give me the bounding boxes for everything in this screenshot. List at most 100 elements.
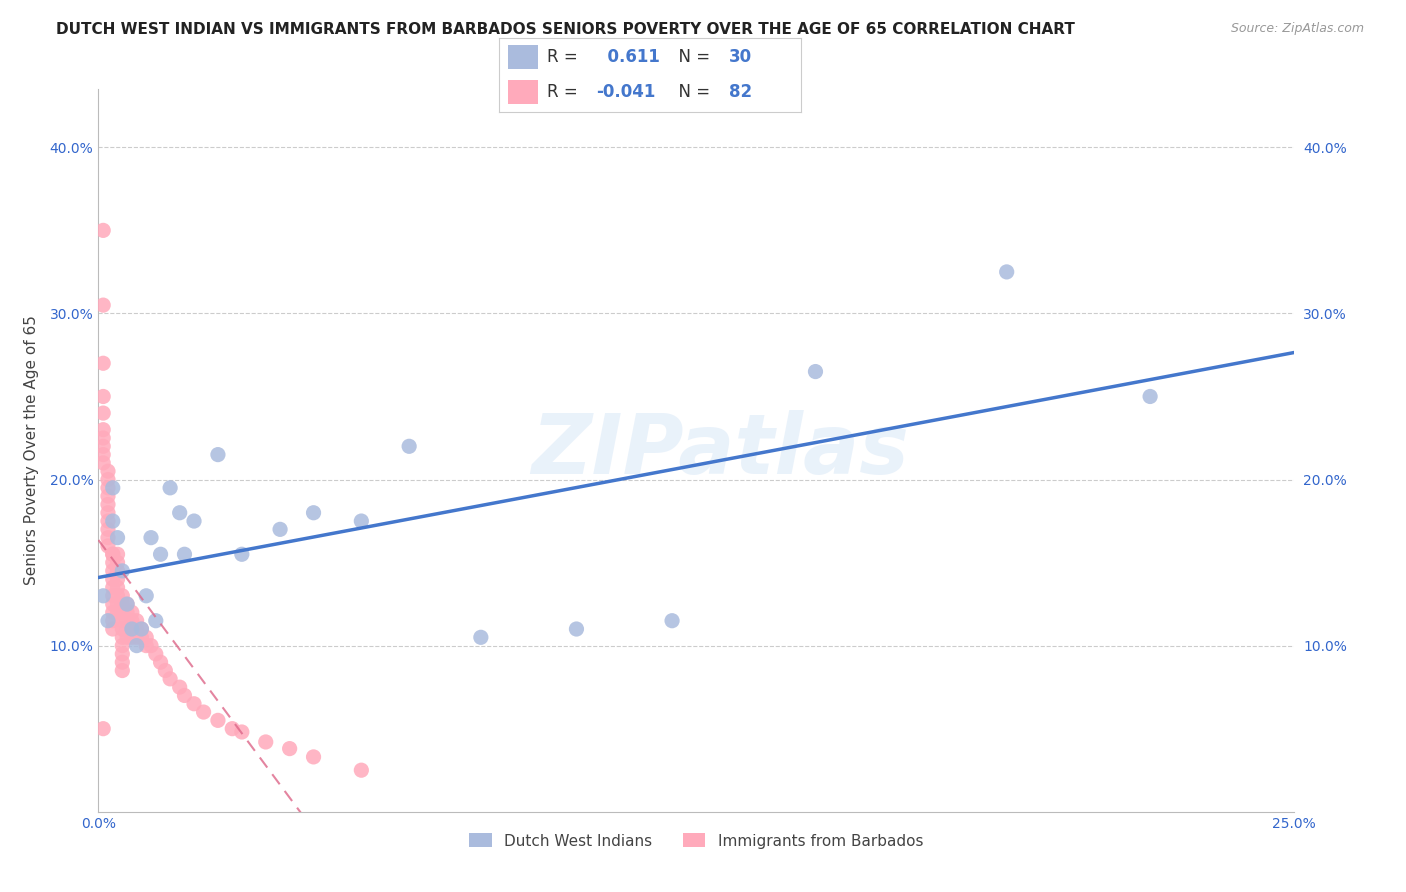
Point xyxy=(269,522,291,536)
Point xyxy=(97,506,120,520)
Text: DUTCH WEST INDIAN VS IMMIGRANTS FROM BARBADOS SENIORS POVERTY OVER THE AGE OF 65: DUTCH WEST INDIAN VS IMMIGRANTS FROM BAR… xyxy=(56,22,1076,37)
Point xyxy=(149,655,172,669)
Text: ZIPatlas: ZIPatlas xyxy=(531,410,908,491)
Point xyxy=(97,522,120,536)
Point xyxy=(139,639,162,653)
Point xyxy=(115,622,138,636)
Point xyxy=(183,697,205,711)
Point xyxy=(91,298,114,312)
Point xyxy=(121,606,143,620)
Point xyxy=(115,606,138,620)
Point xyxy=(131,630,153,644)
Point xyxy=(183,514,205,528)
Point xyxy=(115,597,138,611)
Point xyxy=(125,630,148,644)
Point xyxy=(97,514,120,528)
Point xyxy=(101,547,124,561)
Point xyxy=(97,489,120,503)
Point xyxy=(91,223,114,237)
Point xyxy=(231,547,253,561)
Point xyxy=(135,589,157,603)
Text: 30: 30 xyxy=(728,47,752,66)
Point xyxy=(149,547,172,561)
Point xyxy=(101,514,124,528)
Point xyxy=(125,639,148,653)
Point xyxy=(121,622,143,636)
Point xyxy=(302,750,325,764)
Point xyxy=(101,622,124,636)
Text: N =: N = xyxy=(668,83,716,101)
Point xyxy=(145,614,167,628)
Point xyxy=(91,722,114,736)
Point xyxy=(101,572,124,586)
Point xyxy=(107,564,129,578)
Point xyxy=(111,589,134,603)
Point xyxy=(398,439,420,453)
Point xyxy=(995,265,1018,279)
Point xyxy=(121,630,143,644)
Point xyxy=(111,647,134,661)
Text: 0.611: 0.611 xyxy=(596,47,659,66)
Point xyxy=(97,531,120,545)
Point xyxy=(125,622,148,636)
Point xyxy=(97,481,120,495)
Point xyxy=(193,705,215,719)
Point xyxy=(139,531,162,545)
Point xyxy=(254,735,277,749)
Point xyxy=(350,763,373,777)
Point xyxy=(125,614,148,628)
Point xyxy=(101,606,124,620)
Point xyxy=(91,431,114,445)
Point xyxy=(91,439,114,453)
Point xyxy=(107,606,129,620)
Point xyxy=(159,481,181,495)
Point xyxy=(1139,389,1161,403)
Point xyxy=(173,689,195,703)
Text: -0.041: -0.041 xyxy=(596,83,655,101)
Point xyxy=(302,506,325,520)
Point xyxy=(121,622,143,636)
Point xyxy=(221,722,243,736)
Text: R =: R = xyxy=(547,83,583,101)
Point xyxy=(101,597,124,611)
Legend: Dutch West Indians, Immigrants from Barbados: Dutch West Indians, Immigrants from Barb… xyxy=(463,828,929,855)
Point xyxy=(107,581,129,595)
Point xyxy=(231,725,253,739)
Point xyxy=(207,714,229,728)
Point xyxy=(155,664,177,678)
Text: 82: 82 xyxy=(728,83,752,101)
Point xyxy=(91,423,114,437)
Point xyxy=(101,614,124,628)
Point xyxy=(101,547,124,561)
Point xyxy=(101,564,124,578)
Point xyxy=(111,597,134,611)
Point xyxy=(97,539,120,553)
Point xyxy=(107,556,129,570)
Text: R =: R = xyxy=(547,47,583,66)
Point xyxy=(101,589,124,603)
Point xyxy=(131,622,153,636)
Point xyxy=(350,514,373,528)
Point xyxy=(91,448,114,462)
Point xyxy=(91,589,114,603)
Point xyxy=(135,639,157,653)
Point xyxy=(145,647,167,661)
Point xyxy=(107,572,129,586)
Point xyxy=(135,630,157,644)
Point xyxy=(115,630,138,644)
Point xyxy=(101,556,124,570)
Point xyxy=(101,481,124,495)
Point xyxy=(111,564,134,578)
Point xyxy=(115,597,138,611)
Point xyxy=(115,614,138,628)
Text: Source: ZipAtlas.com: Source: ZipAtlas.com xyxy=(1230,22,1364,36)
Point xyxy=(111,630,134,644)
Point xyxy=(804,365,827,379)
Point xyxy=(107,547,129,561)
Point xyxy=(121,614,143,628)
Point xyxy=(91,406,114,420)
Point xyxy=(173,547,195,561)
Point xyxy=(91,356,114,370)
Point xyxy=(111,606,134,620)
Text: N =: N = xyxy=(668,47,716,66)
